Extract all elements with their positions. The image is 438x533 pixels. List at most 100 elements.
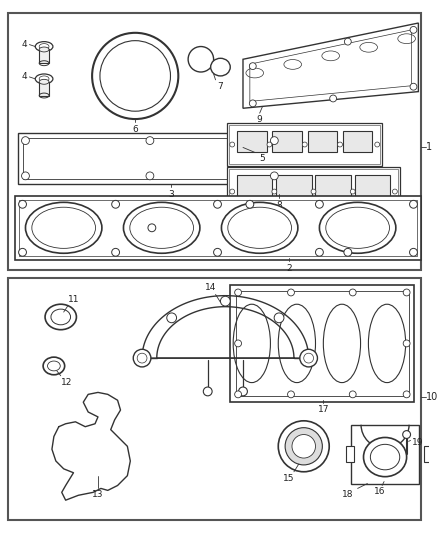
Ellipse shape [349, 391, 356, 398]
Ellipse shape [235, 340, 241, 347]
Ellipse shape [133, 349, 151, 367]
Ellipse shape [302, 142, 307, 147]
Ellipse shape [39, 47, 49, 52]
Ellipse shape [235, 391, 241, 398]
Ellipse shape [315, 200, 323, 208]
Ellipse shape [403, 289, 410, 296]
Ellipse shape [270, 172, 278, 180]
Ellipse shape [235, 289, 241, 296]
Ellipse shape [311, 189, 316, 194]
Text: 4: 4 [22, 72, 28, 82]
Ellipse shape [349, 289, 356, 296]
Text: 15: 15 [283, 474, 295, 483]
Bar [355, 175, 390, 203]
Text: 17: 17 [318, 405, 329, 414]
Text: 19: 19 [412, 439, 423, 448]
Ellipse shape [45, 304, 76, 330]
Text: 7: 7 [218, 82, 223, 91]
Ellipse shape [211, 58, 230, 76]
Ellipse shape [246, 200, 254, 208]
Ellipse shape [330, 95, 336, 102]
Bar [229, 125, 380, 164]
Text: 10: 10 [426, 392, 438, 402]
Ellipse shape [350, 189, 355, 194]
Bar [424, 446, 432, 462]
Ellipse shape [338, 142, 343, 147]
Text: 1: 1 [426, 142, 432, 152]
Bar [236, 290, 409, 397]
Ellipse shape [300, 349, 318, 367]
Ellipse shape [285, 427, 322, 465]
Ellipse shape [19, 200, 26, 208]
Bar [15, 197, 421, 260]
Polygon shape [243, 23, 418, 108]
Text: 13: 13 [92, 490, 104, 499]
Ellipse shape [315, 248, 323, 256]
Ellipse shape [214, 248, 222, 256]
Text: 11: 11 [68, 295, 79, 304]
Bar [237, 175, 272, 203]
Text: 12: 12 [61, 378, 72, 387]
Ellipse shape [288, 289, 294, 296]
Text: 9: 9 [257, 115, 262, 124]
Ellipse shape [112, 248, 120, 256]
Ellipse shape [410, 248, 417, 256]
Ellipse shape [403, 391, 410, 398]
Ellipse shape [214, 200, 222, 208]
Ellipse shape [239, 387, 247, 396]
Bar [229, 169, 398, 214]
Ellipse shape [249, 100, 256, 107]
Ellipse shape [344, 38, 351, 45]
Ellipse shape [403, 340, 410, 347]
Bar [307, 131, 337, 152]
Polygon shape [142, 296, 309, 358]
Text: 6: 6 [132, 125, 138, 134]
Ellipse shape [203, 387, 212, 396]
Bar [8, 13, 421, 270]
Ellipse shape [292, 434, 315, 458]
Ellipse shape [364, 438, 406, 477]
Ellipse shape [278, 421, 329, 472]
Ellipse shape [220, 296, 230, 306]
Text: 18: 18 [342, 490, 353, 499]
Bar [39, 82, 49, 95]
Ellipse shape [410, 27, 417, 33]
Ellipse shape [19, 248, 26, 256]
Ellipse shape [43, 357, 65, 375]
Ellipse shape [403, 431, 410, 439]
Bar [343, 131, 372, 152]
Ellipse shape [270, 136, 278, 144]
Ellipse shape [288, 391, 294, 398]
Bar [22, 138, 277, 179]
Ellipse shape [230, 142, 235, 147]
Bar [315, 175, 351, 203]
Ellipse shape [344, 248, 352, 256]
Ellipse shape [188, 46, 214, 72]
Text: 14: 14 [205, 284, 216, 293]
Ellipse shape [249, 63, 256, 70]
Bar [230, 285, 414, 402]
Bar [346, 446, 354, 462]
Bar [227, 167, 400, 216]
Bar [18, 133, 282, 184]
Ellipse shape [148, 224, 156, 232]
Text: 8: 8 [276, 201, 282, 211]
Ellipse shape [167, 313, 177, 323]
Ellipse shape [25, 203, 102, 253]
Text: 2: 2 [286, 264, 292, 273]
Ellipse shape [274, 313, 284, 323]
Text: 3: 3 [169, 190, 174, 199]
Ellipse shape [146, 172, 154, 180]
Ellipse shape [267, 142, 272, 147]
Ellipse shape [410, 200, 417, 208]
Ellipse shape [392, 189, 397, 194]
Ellipse shape [146, 136, 154, 144]
Ellipse shape [112, 200, 120, 208]
Ellipse shape [39, 79, 49, 84]
Ellipse shape [375, 142, 380, 147]
Ellipse shape [124, 203, 200, 253]
Bar [276, 175, 311, 203]
Text: 5: 5 [260, 155, 265, 163]
Ellipse shape [319, 203, 396, 253]
Ellipse shape [21, 172, 29, 180]
